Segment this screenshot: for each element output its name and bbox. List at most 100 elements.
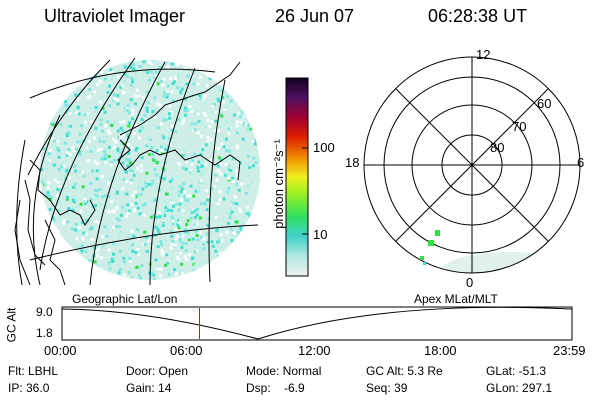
aurora-speckle — [224, 173, 228, 177]
aurora-speckle — [160, 242, 163, 246]
aurora-speckle — [216, 85, 220, 88]
aurora-speckle — [82, 231, 86, 235]
orbit-ylabel: GC Alt — [4, 307, 19, 343]
aurora-speckle — [178, 233, 182, 237]
aurora-speckle — [144, 185, 148, 189]
aurora-speckle — [206, 139, 210, 143]
aurora-speckle — [129, 203, 133, 207]
aurora-speckle — [203, 201, 207, 205]
aurora-speckle — [232, 225, 236, 229]
aurora-speckle — [205, 279, 209, 280]
aurora-speckle — [234, 235, 238, 239]
aurora-speckle — [230, 255, 234, 258]
aurora-speckle — [211, 214, 214, 218]
aurora-speckle — [256, 158, 260, 162]
aurora-speckle — [226, 190, 230, 194]
lat-label-70: 70 — [512, 119, 527, 134]
aurora-speckle — [233, 91, 237, 94]
aurora-speckle — [131, 80, 134, 84]
aurora-speckle — [145, 90, 149, 94]
aurora-speckle — [148, 153, 151, 156]
aurora-speckle — [240, 72, 243, 76]
aurora-speckle — [211, 104, 215, 108]
aurora-speckle — [104, 161, 108, 165]
aurora-speckle — [52, 120, 56, 124]
aurora-speckle — [188, 194, 192, 198]
aurora-speckle — [94, 126, 98, 130]
aurora-speckle — [116, 129, 120, 133]
aurora-speckle — [52, 218, 56, 222]
aurora-speckle — [236, 100, 240, 104]
aurora-speckle — [83, 65, 86, 69]
aurora-speckle — [256, 104, 260, 108]
aurora-speckle — [219, 252, 223, 256]
aurora-speckle — [195, 110, 199, 114]
aurora-speckle — [136, 237, 140, 241]
aurora-speckle — [180, 187, 184, 191]
aurora-speckle — [178, 238, 182, 242]
aurora-speckle — [196, 82, 200, 86]
aurora-speckle — [255, 84, 259, 88]
aurora-speckle — [127, 124, 131, 128]
aurora-speckle — [161, 252, 165, 256]
aurora-speckle — [226, 256, 230, 260]
aurora-speckle — [216, 164, 220, 168]
aurora-speckle — [159, 267, 163, 271]
aurora-speckle — [197, 275, 201, 279]
aurora-speckle — [216, 205, 220, 209]
aurora-speckle — [193, 264, 197, 268]
aurora-speckle — [63, 78, 67, 82]
aurora-speckle — [115, 254, 119, 258]
aurora-speckle — [215, 113, 218, 117]
aurora-speckle — [174, 76, 178, 80]
aurora-speckle — [52, 139, 56, 143]
aurora-speckle — [99, 202, 103, 206]
aurora-speckle — [231, 173, 234, 177]
aurora-speckle — [131, 167, 135, 171]
aurora-speckle — [64, 80, 68, 84]
aurora-speckle — [47, 181, 51, 185]
aurora-speckle — [76, 205, 80, 209]
aurora-speckle — [220, 88, 224, 92]
aurora-speckle — [245, 113, 249, 117]
aurora-speckle — [93, 260, 97, 264]
aurora-speckle — [88, 227, 92, 231]
aurora-speckle — [214, 215, 218, 219]
aurora-speckle — [40, 204, 44, 208]
aurora-speckle — [100, 175, 104, 179]
aurora-speckle — [229, 261, 233, 264]
aurora-speckle — [101, 182, 105, 186]
aurora-speckle — [126, 234, 130, 238]
aurora-speckle — [44, 263, 48, 267]
aurora-speckle — [256, 191, 260, 195]
aurora-speckle — [235, 95, 239, 99]
aurora-speckle — [188, 128, 192, 132]
aurora-speckle — [106, 90, 110, 94]
aurora-speckle — [47, 159, 51, 163]
aurora-speckle — [59, 72, 63, 76]
aurora-speckle — [225, 210, 228, 214]
aurora-speckle — [237, 98, 241, 102]
aurora-speckle — [259, 124, 260, 128]
aurora-speckle — [48, 207, 52, 211]
aurora-speckle — [57, 279, 61, 280]
aurora-speckle — [167, 208, 170, 212]
aurora-speckle — [249, 68, 253, 72]
aurora-speckle — [195, 249, 199, 253]
aurora-speckle — [64, 262, 68, 266]
aurora-speckle — [172, 147, 175, 151]
aurora-speckle — [44, 167, 48, 171]
aurora-speckle — [173, 217, 177, 221]
aurora-speckle — [103, 205, 107, 209]
aurora-speckle — [65, 212, 69, 216]
aurora-speckle — [125, 209, 128, 213]
aurora-speckle — [223, 254, 227, 258]
aurora-speckle — [182, 182, 186, 186]
aurora-speckle — [233, 195, 237, 199]
aurora-speckle — [251, 256, 255, 260]
aurora-speckle — [63, 69, 67, 73]
aurora-speckle — [197, 160, 201, 164]
aurora-speckle — [217, 87, 221, 90]
aurora-speckle — [176, 234, 180, 238]
aurora-speckle — [251, 139, 255, 143]
